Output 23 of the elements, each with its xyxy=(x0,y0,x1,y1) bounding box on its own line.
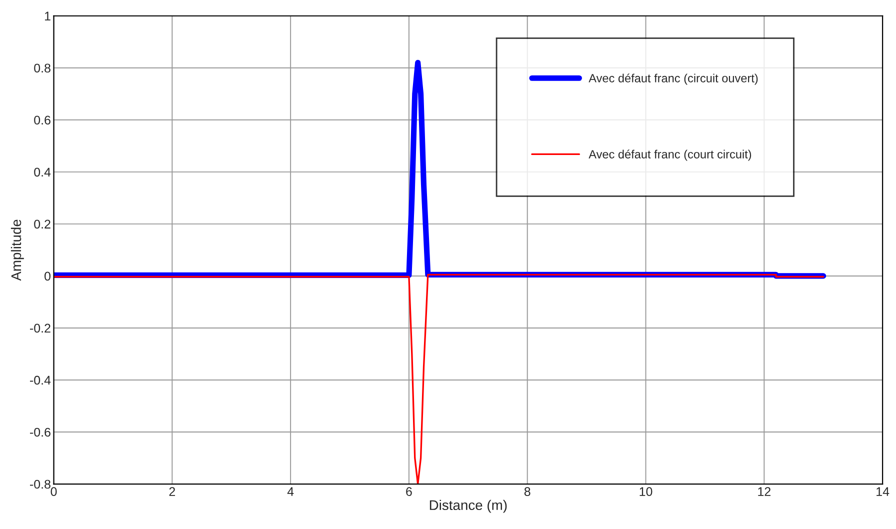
y-tick-label: -0.2 xyxy=(30,324,50,333)
x-axis-title: Distance (m) xyxy=(430,500,507,513)
x-tick-label: 12 xyxy=(758,487,770,496)
legend-label: Avec défaut franc (court circuit) xyxy=(588,150,752,161)
y-tick-label: 0 xyxy=(44,272,50,281)
y-axis-title: Amplitude xyxy=(10,220,24,281)
y-tick-label: -0.8 xyxy=(30,480,50,489)
x-tick-label: 8 xyxy=(524,487,530,496)
y-tick-label: -0.6 xyxy=(30,428,50,437)
y-tick-label: 0.2 xyxy=(34,220,50,229)
x-tick-label: 2 xyxy=(169,487,176,496)
line-series xyxy=(54,274,824,484)
x-tick-label: 0 xyxy=(50,487,57,496)
x-tick-label: 10 xyxy=(640,487,652,496)
x-tick-label: 14 xyxy=(876,487,890,496)
y-tick-label: 0.6 xyxy=(34,116,50,125)
y-tick-label: 0.8 xyxy=(34,64,50,73)
legend-label: Avec défaut franc (circuit ouvert) xyxy=(588,74,758,85)
y-tick-label: 1 xyxy=(44,12,50,20)
x-tick-label: 4 xyxy=(287,487,294,496)
y-tick-label: 0.4 xyxy=(34,168,51,177)
y-tick-label: -0.4 xyxy=(30,376,51,385)
x-tick-label: 6 xyxy=(406,487,412,496)
